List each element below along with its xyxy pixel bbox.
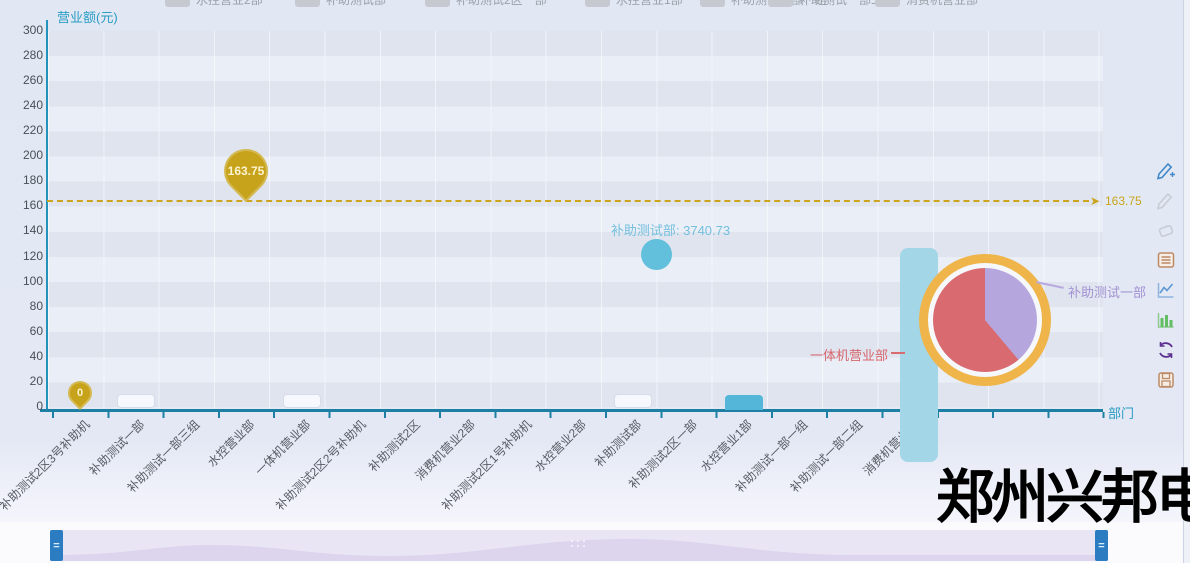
pie-slice-label: 一体机营业部 (809, 348, 888, 363)
legend-marker (768, 0, 793, 7)
legend-label: 补助测试2区一部 (456, 0, 547, 7)
legend-marker (700, 0, 725, 7)
datazoom-preview-area (50, 539, 1108, 561)
bar-outline[interactable] (117, 394, 155, 408)
y-tick-label: 100 (22, 274, 43, 288)
max-markpoint-value: 163.75 (227, 164, 265, 178)
y-tick-label: 40 (29, 349, 43, 363)
y-tick-label: 20 (29, 374, 43, 388)
bubble-point[interactable] (641, 239, 672, 270)
line-chart-icon[interactable] (1156, 280, 1176, 300)
y-tick-label: 240 (22, 98, 43, 112)
y-tick-label: 180 (22, 173, 43, 187)
pie-slice-label: 补助测试一部 (1068, 285, 1147, 300)
x-axis-ticks (52, 412, 1105, 418)
legend-marker (425, 0, 450, 7)
legend-marker (875, 0, 900, 7)
legend-item[interactable]: 消费机营业部 (875, 0, 978, 8)
x-axis-title: 部门 (1108, 406, 1135, 421)
y-tick-label: 140 (22, 223, 43, 237)
bar-solid[interactable] (725, 395, 763, 410)
legend-item[interactable]: 水控营业1部 (585, 0, 683, 8)
y-tick-label: 60 (29, 324, 43, 338)
watermark-text: 郑州兴邦电子 (936, 463, 1190, 531)
save-image-icon[interactable] (1156, 370, 1176, 390)
legend-item[interactable]: 补助测试一部二组 (768, 0, 895, 8)
y-tick-label: 200 (22, 148, 43, 162)
y-tick-label: 120 (22, 249, 43, 263)
legend-marker (585, 0, 610, 7)
scrollbar-rail[interactable] (1183, 0, 1190, 563)
x-tick-label: 水控营业部 (204, 417, 258, 470)
datazoom-grip-dots (571, 540, 589, 552)
y-tick-label: 0 (36, 399, 43, 413)
y-tick-label: 220 (22, 123, 43, 137)
legend-item[interactable]: 补助测试部 (295, 0, 386, 8)
mark-edit-icon[interactable] (1156, 160, 1176, 180)
y-tick-label: 300 (22, 23, 43, 37)
mark-undo-icon[interactable] (1156, 190, 1176, 210)
bar-outline[interactable] (614, 394, 652, 408)
legend-label: 水控营业2部 (196, 0, 263, 7)
toolbox (1156, 160, 1176, 390)
pie-label-line (891, 352, 905, 354)
legend-item[interactable]: 水控营业2部 (165, 0, 263, 8)
datazoom-left-handle[interactable]: = (50, 530, 63, 561)
restore-icon[interactable] (1156, 340, 1176, 360)
x-axis-line (40, 409, 1103, 412)
markline-arrow-icon: ➤ (1090, 194, 1101, 208)
legend-label: 水控营业1部 (616, 0, 683, 7)
min-markpoint-pin: 0 (63, 376, 97, 410)
average-markline (47, 200, 1089, 202)
y-axis-line (46, 20, 48, 411)
y-tick-label: 280 (22, 48, 43, 62)
y-tick-label: 260 (22, 73, 43, 87)
x-tick-label: 补助测试部 (591, 417, 645, 470)
y-axis-title: 营业额(元) (57, 10, 118, 25)
legend-label: 补助测试部 (326, 0, 387, 7)
legend-marker (165, 0, 190, 7)
y-tick-label: 160 (22, 198, 43, 212)
markline-value-label: 163.75 (1105, 194, 1142, 208)
legend-label: 消费机营业部 (906, 0, 979, 7)
legend-marker (295, 0, 320, 7)
bubble-label: 补助测试部: 3740.73 (610, 223, 731, 238)
legend-item[interactable]: 补助测试2区一部 (425, 0, 547, 8)
mark-clear-icon[interactable] (1156, 220, 1176, 240)
min-markpoint-value: 0 (76, 387, 84, 399)
pie-chart[interactable] (933, 268, 1037, 372)
x-tick-label: 补助测试2区3号补助机 (0, 417, 93, 514)
x-tick-label: 水控营业2部 (532, 417, 590, 475)
data-view-icon[interactable] (1156, 250, 1176, 270)
bar-chart-icon[interactable] (1156, 310, 1176, 330)
legend-label: 补助测试一部二组 (799, 0, 896, 7)
datazoom-slider[interactable]: = = (50, 530, 1108, 561)
y-tick-label: 80 (29, 299, 43, 313)
max-markpoint-pin: 163.75 (214, 139, 278, 203)
bar-outline[interactable] (283, 394, 321, 408)
datazoom-right-handle[interactable]: = (1095, 530, 1108, 561)
